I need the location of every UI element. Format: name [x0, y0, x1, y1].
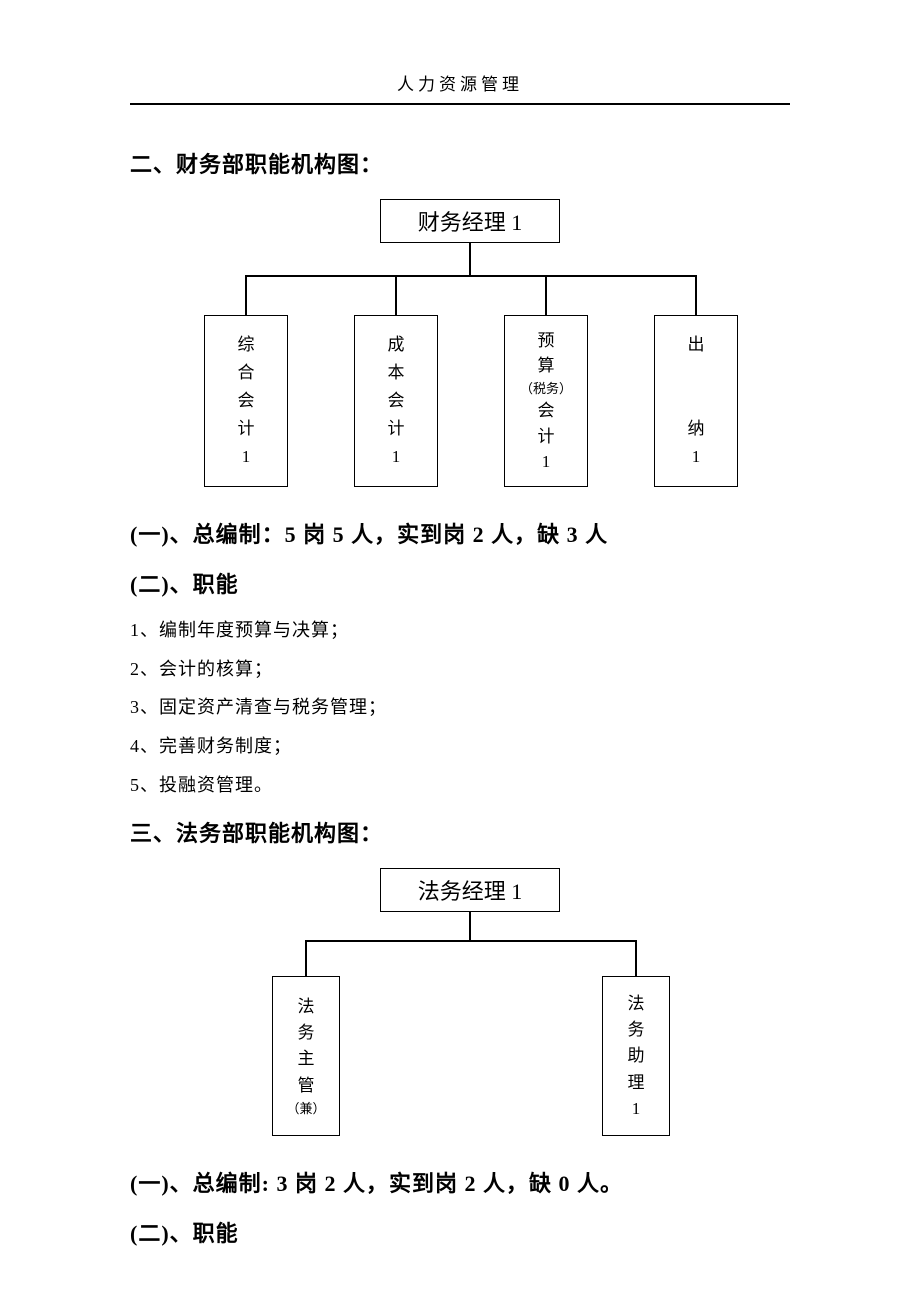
t: 预 — [538, 328, 555, 354]
connector-line — [469, 243, 471, 275]
connector-line — [695, 275, 697, 315]
section3-sub2: (二)、职能 — [130, 1216, 790, 1248]
t: 综 — [238, 331, 255, 359]
finance-child-1: 综 合 会 计 1 — [204, 315, 288, 487]
t: 理 — [628, 1070, 645, 1096]
section3-title: 三、法务部职能机构图： — [130, 816, 790, 848]
legal-org-chart: 法务经理 1 法 务 主 管 （兼） 法 务 助 理 1 — [250, 868, 690, 1148]
t: 纳 — [688, 415, 705, 443]
t: 主 — [298, 1046, 315, 1072]
section2-item-5: 5、投融资管理。 — [130, 766, 790, 805]
t: 合 — [238, 359, 255, 387]
t: 法 — [298, 994, 315, 1020]
connector-line — [545, 275, 547, 315]
legal-child-1: 法 务 主 管 （兼） — [272, 976, 340, 1136]
section2-item-4: 4、完善财务制度； — [130, 727, 790, 766]
t: 出 — [688, 331, 705, 359]
finance-child-4: 出 纳 1 — [654, 315, 738, 487]
section2-item-3: 3、固定资产清查与税务管理； — [130, 688, 790, 727]
connector-line — [305, 940, 307, 976]
connector-line — [245, 275, 695, 277]
section2-item-2: 2、会计的核算； — [130, 650, 790, 689]
t: （税务） — [520, 379, 572, 399]
connector-line — [245, 275, 247, 315]
section2-sub1: (一)、总编制：5 岗 5 人，实到岗 2 人，缺 3 人 — [130, 517, 790, 549]
t: 算 — [538, 353, 555, 379]
t: 会 — [388, 387, 405, 415]
t: 务 — [628, 1017, 645, 1043]
page-header: 人力资源管理 — [130, 70, 790, 105]
t: 务 — [298, 1020, 315, 1046]
finance-root-node: 财务经理 1 — [380, 199, 560, 243]
t: 1 — [242, 443, 251, 471]
t: 1 — [392, 443, 401, 471]
t: 1 — [542, 449, 551, 475]
finance-org-chart: 财务经理 1 综 合 会 计 1 成 本 会 计 1 预 算 （税务） 会 — [190, 199, 750, 499]
legal-root-node: 法务经理 1 — [380, 868, 560, 912]
t: 助 — [628, 1043, 645, 1069]
t: 1 — [692, 443, 701, 471]
t: 会 — [238, 387, 255, 415]
section3-sub1: (一)、总编制: 3 岗 2 人，实到岗 2 人，缺 0 人。 — [130, 1166, 790, 1198]
t: 计 — [238, 415, 255, 443]
t: 会 — [538, 398, 555, 424]
t: 管 — [298, 1073, 315, 1099]
section2-item-1: 1、编制年度预算与决算； — [130, 611, 790, 650]
t: 计 — [538, 424, 555, 450]
section2-title: 二、财务部职能机构图： — [130, 147, 790, 179]
legal-child-2: 法 务 助 理 1 — [602, 976, 670, 1136]
finance-child-3: 预 算 （税务） 会 计 1 — [504, 315, 588, 487]
t: 法 — [628, 991, 645, 1017]
section2-sub2: (二)、职能 — [130, 567, 790, 599]
t: 本 — [388, 359, 405, 387]
t: 计 — [388, 415, 405, 443]
t: （兼） — [286, 1099, 325, 1119]
t: 1 — [632, 1096, 641, 1122]
connector-line — [469, 912, 471, 940]
connector-line — [305, 940, 635, 942]
connector-line — [395, 275, 397, 315]
t: 成 — [388, 331, 405, 359]
finance-child-2: 成 本 会 计 1 — [354, 315, 438, 487]
connector-line — [635, 940, 637, 976]
